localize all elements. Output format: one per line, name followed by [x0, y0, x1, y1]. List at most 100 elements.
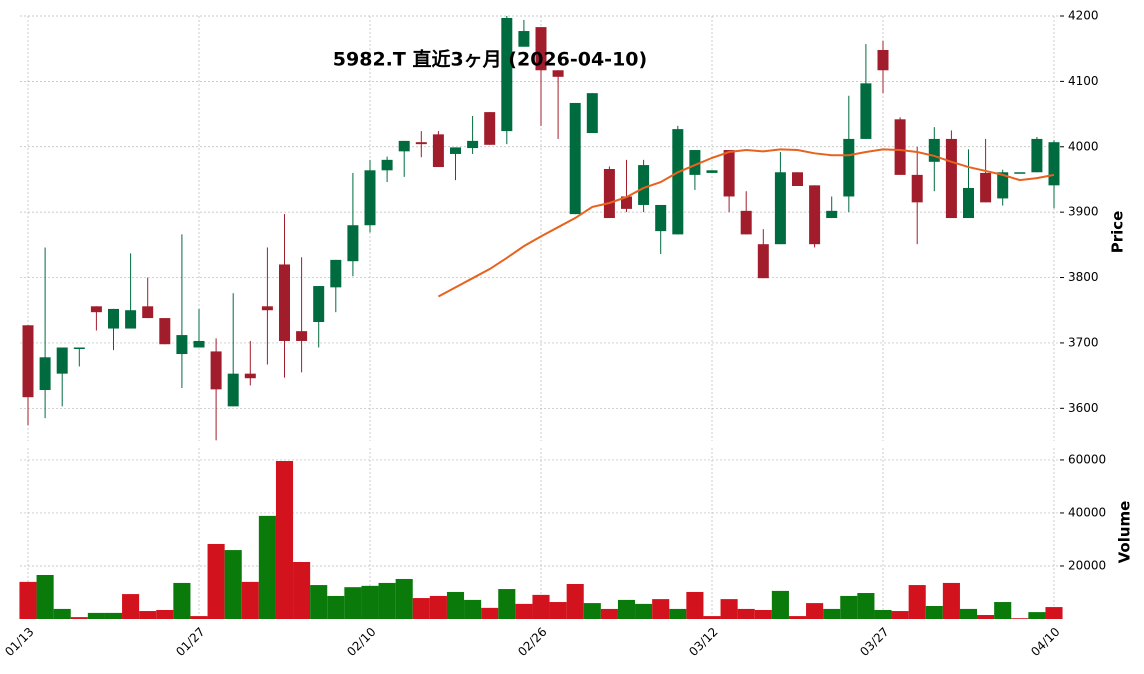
- candle-body: [398, 140, 410, 152]
- volume-bar: [908, 585, 926, 619]
- volume-tick-label: 20000: [1068, 558, 1106, 572]
- volume-bar: [532, 594, 550, 619]
- candle-body: [193, 340, 205, 348]
- candle-body: [56, 347, 68, 374]
- candle-body: [860, 83, 872, 139]
- candle-body: [911, 174, 923, 203]
- candle-body: [313, 286, 325, 322]
- candle-body: [843, 138, 855, 197]
- volume-bar: [224, 550, 242, 619]
- grid: [20, 15, 1060, 619]
- volume-bar: [122, 594, 140, 619]
- volume-bar: [977, 615, 995, 619]
- candle-body: [296, 331, 308, 341]
- volume-bar: [464, 599, 482, 619]
- volume-bar: [720, 599, 738, 619]
- volume-bar: [19, 581, 37, 619]
- volume-bar: [874, 609, 892, 619]
- x-tick-label: 03/12: [686, 625, 720, 659]
- candle-body: [244, 373, 256, 379]
- candle-body: [364, 170, 376, 226]
- y-axis-label: Price: [1109, 211, 1127, 254]
- volume-bar: [823, 608, 841, 619]
- volume-bar: [994, 602, 1012, 619]
- x-tick-label: 01/27: [173, 625, 207, 659]
- y-tick-label: 4000: [1068, 139, 1099, 153]
- volume-bar: [737, 608, 755, 619]
- y-tick-label: 4100: [1068, 74, 1099, 88]
- chart-title: 5982.T 直近3ヶ月 (2026-04-10): [333, 48, 647, 71]
- volume-bar: [53, 608, 71, 619]
- volume-bar: [481, 607, 499, 619]
- candle-body: [279, 264, 290, 341]
- volume-bar: [566, 584, 584, 619]
- volume-bar: [549, 602, 567, 619]
- volume-bar: [293, 562, 311, 619]
- candle-body: [39, 357, 51, 390]
- volume-bar: [412, 598, 430, 619]
- volume-bar: [635, 603, 653, 619]
- candle-body: [415, 142, 427, 145]
- x-tick-label: 01/13: [2, 625, 36, 659]
- candle-body: [450, 147, 461, 154]
- moving-average-line: [437, 148, 1055, 298]
- volume-bar: [1011, 618, 1029, 619]
- candle-body: [997, 172, 1009, 199]
- volume-bar: [840, 595, 858, 619]
- volume-bar: [36, 574, 54, 619]
- candle-body: [672, 129, 684, 235]
- y-tick-label: 3700: [1068, 335, 1099, 349]
- candle-body: [90, 306, 102, 313]
- volume-bar: [669, 608, 687, 619]
- volume-bar: [87, 612, 105, 619]
- candle-body: [928, 138, 940, 162]
- candle-body: [381, 159, 393, 171]
- candle-body: [603, 169, 615, 219]
- volume-bar: [327, 595, 345, 619]
- candle-body: [706, 170, 718, 173]
- volume-bar: [241, 581, 259, 619]
- marks: [19, 16, 1063, 619]
- volume-bar: [429, 595, 447, 619]
- volume-bar: [617, 599, 636, 619]
- volume-bar: [344, 587, 362, 619]
- candle-body: [757, 244, 769, 279]
- candle-body: [740, 210, 752, 235]
- candle-body: [176, 335, 188, 355]
- volume-bar: [310, 585, 328, 619]
- candle-body: [689, 150, 701, 175]
- volume-bar: [361, 585, 379, 619]
- x-tick-label: 03/27: [857, 625, 891, 659]
- volume-bar: [446, 591, 465, 619]
- volume-bar: [788, 616, 807, 619]
- y-tick-label: 3600: [1068, 401, 1099, 415]
- volume-bar: [959, 608, 978, 619]
- volume-bar: [395, 578, 413, 619]
- candle-body: [569, 102, 581, 215]
- candle-body: [108, 308, 119, 329]
- volume-bar: [857, 593, 875, 619]
- candle-body: [980, 172, 992, 203]
- volume-bar: [600, 608, 618, 619]
- candle-body: [877, 50, 889, 71]
- x-tick-label: 02/10: [344, 625, 378, 659]
- volume-bar: [1045, 607, 1063, 619]
- volume-bar: [156, 609, 174, 619]
- y-tick-label: 3900: [1068, 205, 1099, 219]
- candle-body: [73, 347, 85, 349]
- volume-bar: [1028, 612, 1046, 619]
- x-tick-label: 04/10: [1028, 625, 1062, 659]
- volume-bar: [942, 582, 960, 619]
- volume-bar: [275, 460, 294, 619]
- candle-body: [792, 172, 803, 186]
- candle-body: [142, 306, 154, 319]
- volume-bar: [104, 612, 123, 619]
- candle-body: [227, 373, 239, 407]
- candle-body: [723, 150, 735, 197]
- candle-body: [347, 225, 359, 262]
- candle-body: [261, 306, 273, 311]
- volume-bar: [806, 603, 824, 619]
- volume-bar: [378, 582, 396, 619]
- volume-tick-label: 60000: [1068, 452, 1106, 466]
